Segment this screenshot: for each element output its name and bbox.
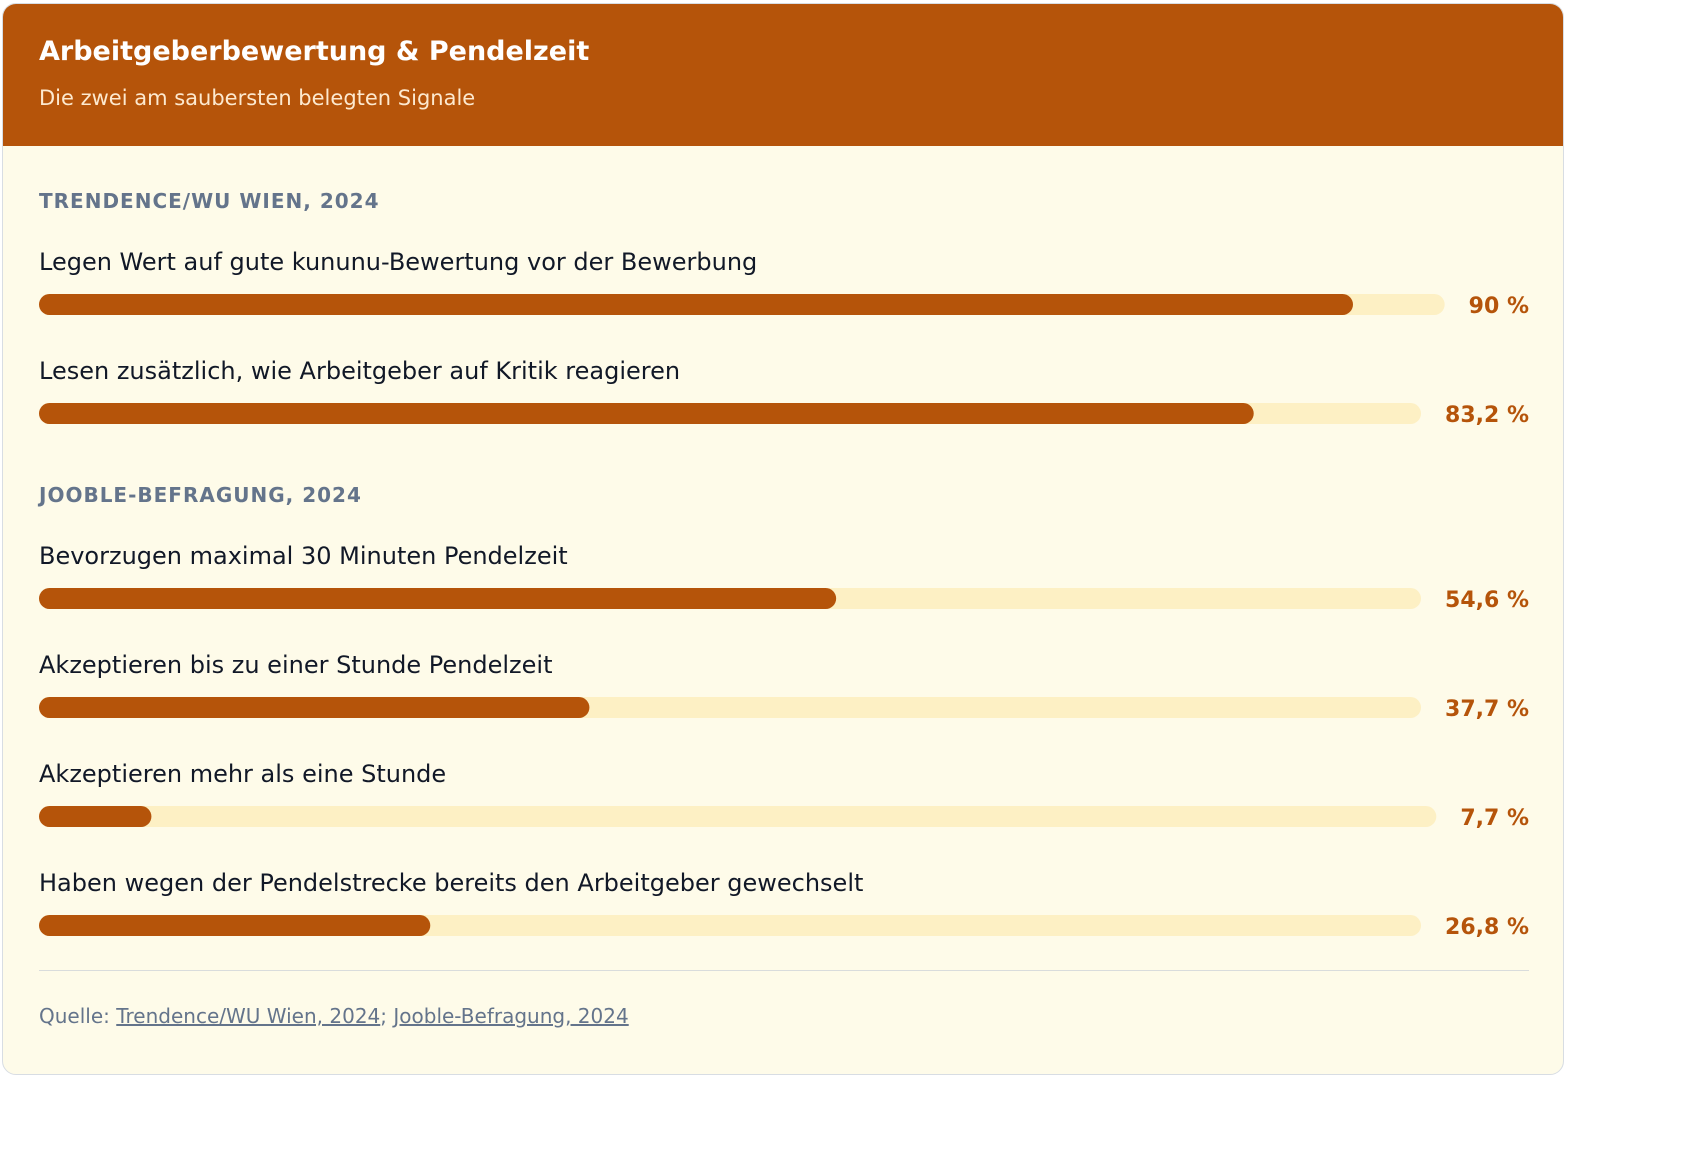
bar-1-1 [39, 697, 590, 718]
value-label-0-1: 83,2 % [1445, 403, 1529, 428]
source-prefix: Quelle: [39, 1004, 117, 1028]
value-label-1-1: 37,7 % [1445, 697, 1529, 722]
source-footer: Quelle: Trendence/WU Wien, 2024; Jooble-… [39, 1004, 629, 1028]
row-label-1-0: Bevorzugen maximal 30 Minuten Pendelzeit [39, 542, 568, 570]
bar-1-3 [39, 915, 431, 936]
row-label-0-0: Legen Wert auf gute kununu-Bewertung vor… [39, 248, 757, 276]
value-label-1-0: 54,6 % [1445, 588, 1529, 613]
source-separator: ; [380, 1004, 394, 1028]
value-label-1-3: 26,8 % [1445, 915, 1529, 940]
card-header: Arbeitgeberbewertung & Pendelzeit Die zw… [3, 4, 1563, 146]
source-link-jooble[interactable]: Jooble-Befragung, 2024 [393, 1004, 629, 1028]
row-label-1-3: Haben wegen der Pendelstrecke bereits de… [39, 869, 863, 897]
bar-0-0 [39, 294, 1353, 315]
row-label-0-1: Lesen zusätzlich, wie Arbeitgeber auf Kr… [39, 357, 680, 385]
chart-subtitle: Die zwei am saubersten belegten Signale [39, 86, 476, 110]
chart-card: Arbeitgeberbewertung & Pendelzeit Die zw… [2, 3, 1564, 1075]
bar-1-2 [39, 806, 152, 827]
bar-track-1-2 [39, 806, 1437, 827]
source-link-trendence[interactable]: Trendence/WU Wien, 2024 [116, 1004, 381, 1028]
chart-title: Arbeitgeberbewertung & Pendelzeit [39, 36, 590, 67]
bar-chart: TRENDENCE/WU WIEN, 2024 Legen Wert auf gu… [37, 189, 1529, 940]
value-label-1-2: 7,7 % [1460, 806, 1529, 831]
bar-1-0 [39, 588, 837, 609]
section-label-1: JOOBLE-BEFRAGUNG, 2024 [37, 483, 362, 507]
bar-0-1 [39, 403, 1254, 424]
section-label-0: TRENDENCE/WU WIEN, 2024 [39, 189, 379, 213]
value-label-0-0: 90 % [1469, 294, 1529, 319]
row-label-1-1: Akzeptieren bis zu einer Stunde Pendelze… [39, 651, 552, 679]
row-label-1-2: Akzeptieren mehr als eine Stunde [39, 760, 446, 788]
footer-divider [39, 970, 1529, 971]
